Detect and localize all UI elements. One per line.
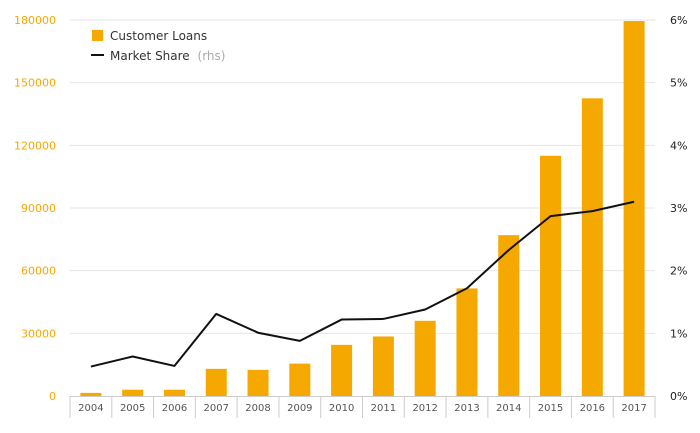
bar — [456, 288, 478, 396]
bar — [80, 392, 102, 396]
bar — [205, 368, 227, 396]
y2-tick-label: 4% — [670, 139, 687, 152]
legend-bar-swatch — [92, 30, 103, 41]
y-tick-label: 150000 — [14, 77, 56, 90]
bar — [581, 98, 603, 396]
bar — [414, 320, 436, 396]
bar — [247, 369, 269, 396]
y-tick-label: 60000 — [21, 265, 56, 278]
x-tick-label: 2016 — [580, 403, 605, 414]
bar — [498, 235, 520, 396]
x-tick-label: 2015 — [538, 403, 563, 414]
x-tick-label: 2006 — [162, 403, 187, 414]
y-tick-label: 30000 — [21, 327, 56, 340]
bar — [122, 389, 144, 396]
y-tick-label: 120000 — [14, 139, 56, 152]
bar — [540, 155, 562, 396]
x-tick-label: 2014 — [496, 403, 521, 414]
x-tick-label: 2012 — [412, 403, 437, 414]
market-share-line-group — [90, 200, 635, 368]
bar — [163, 389, 185, 396]
y2-tick-label: 2% — [670, 265, 687, 278]
legend: Customer Loans Market Share (rhs) — [91, 29, 225, 63]
x-tick-label: 2010 — [329, 403, 354, 414]
x-tick-label: 2013 — [454, 403, 479, 414]
y2-tick-label: 1% — [670, 327, 687, 340]
y-tick-label: 90000 — [21, 202, 56, 215]
y2-tick-label: 6% — [670, 14, 687, 27]
bar — [331, 344, 353, 396]
bar — [289, 363, 311, 396]
customer-loans-bars — [80, 21, 645, 397]
market-share-line — [90, 200, 635, 368]
y2-tick-label: 0% — [670, 390, 687, 403]
bar — [372, 336, 394, 396]
legend-line-label-text: Market Share (rhs) — [110, 49, 225, 63]
y-tick-label: 0 — [49, 390, 56, 403]
x-axis: 2004 2005 2006 2007 2008 2009 2010 2011 2012 2013… — [69, 396, 656, 418]
legend-line-note: (rhs) — [198, 49, 226, 63]
gridlines — [70, 19, 655, 334]
x-tick-label: 2004 — [78, 403, 103, 414]
x-tick-label: 2007 — [204, 403, 229, 414]
legend-bar-label: Customer Loans — [110, 29, 207, 43]
x-tick-label: 2008 — [245, 403, 270, 414]
x-tick-label: 2017 — [621, 403, 646, 414]
y2-tick-label: 5% — [670, 77, 687, 90]
x-tick-label: 2011 — [371, 403, 396, 414]
y2-tick-label: 3% — [670, 202, 687, 215]
y-tick-label: 180000 — [14, 14, 56, 27]
x-tick-label: 2005 — [120, 403, 145, 414]
legend-line-label: Market Share — [110, 49, 190, 63]
left-axis-ticks: 0 30000 60000 90000 120000 150000 180000 — [14, 14, 56, 403]
right-axis-ticks: 0% 1% 2% 3% 4% 5% 6% — [670, 14, 687, 403]
x-tick-label: 2009 — [287, 403, 312, 414]
bar — [623, 21, 645, 397]
